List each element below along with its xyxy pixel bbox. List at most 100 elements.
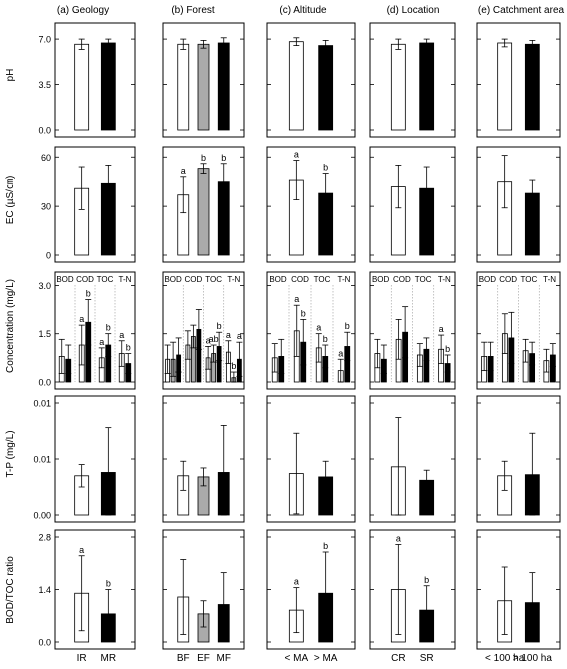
x-category-label: IR <box>77 653 87 664</box>
significance-letter: a <box>206 335 211 345</box>
significance-letter: b <box>201 153 206 163</box>
panel-frame <box>476 395 561 523</box>
column-title: (a) Geology <box>57 5 109 16</box>
panel-frame <box>476 22 561 138</box>
y-tick-label: 7.0 <box>38 35 51 45</box>
panel: BOD COD TOC T-N <box>476 271 561 390</box>
x-category-label: < 100 ha <box>485 653 525 664</box>
y-axis-label: BOD/TOC ratio <box>5 556 16 624</box>
panel: 0 30 60 <box>41 146 136 263</box>
panel <box>266 395 356 523</box>
significance-letter: b <box>301 308 306 318</box>
column-titles: (a) Geology (b) Forest (c) Altitude (d) … <box>57 5 565 16</box>
significance-letter: a <box>338 348 343 358</box>
significance-letter: b <box>445 344 450 354</box>
column-title: (d) Location <box>387 5 440 16</box>
parameter-label: TOC <box>314 275 331 284</box>
parameter-label: T-N <box>438 275 451 284</box>
y-axis-label: EC (µS/㎝) <box>5 176 16 225</box>
significance-letter: a <box>294 294 299 304</box>
y-tick-label: 2.8 <box>38 533 51 543</box>
parameter-label: T-N <box>227 275 240 284</box>
panel-frame <box>162 146 245 263</box>
significance-letter: b <box>323 163 328 173</box>
x-category-label: > MA <box>314 653 338 664</box>
parameter-label: TOC <box>205 275 222 284</box>
x-category-label: EF <box>197 653 210 664</box>
y-tick-label: 0 <box>46 251 51 261</box>
panel: a b < MA > MA <box>266 529 356 664</box>
panel-frame <box>54 22 136 138</box>
panel-frame <box>266 22 356 138</box>
panel-frame <box>266 271 356 390</box>
parameter-label: BOD <box>479 275 497 284</box>
significance-letter: a <box>294 577 299 587</box>
panel-frame <box>476 271 561 390</box>
significance-letter: b <box>86 289 91 299</box>
bar <box>74 43 90 131</box>
y-tick-label: 0.00 <box>33 511 51 521</box>
y-tick-label: 1.4 <box>38 585 51 595</box>
parameter-label: BOD <box>269 275 287 284</box>
panel <box>162 395 245 523</box>
bar <box>197 168 210 256</box>
y-tick-label: 3.5 <box>38 80 51 90</box>
bar <box>419 42 435 131</box>
parameter-label: BOD <box>56 275 74 284</box>
bar <box>177 43 190 131</box>
panel-frame <box>54 146 136 263</box>
panel <box>266 22 356 138</box>
panel: a b CR SR <box>369 529 456 664</box>
significance-letter: a <box>79 314 84 324</box>
parameter-label: TOC <box>415 275 432 284</box>
y-axis-label: pH <box>5 69 16 82</box>
significance-letter: b <box>221 153 226 163</box>
significance-letter: a <box>181 166 186 176</box>
significance-letter: a <box>237 331 242 341</box>
y-tick-label: 30 <box>41 202 51 212</box>
panel: 0.0 3.5 7.0 <box>38 22 136 138</box>
panel-frame <box>369 529 456 650</box>
significance-letter: a <box>99 337 104 347</box>
panel-frame <box>266 146 356 263</box>
significance-letter: b <box>323 541 328 551</box>
y-tick-label: 60 <box>41 153 51 163</box>
significance-letter: a <box>226 330 231 340</box>
parameter-label: T-N <box>543 275 556 284</box>
panel-frame <box>54 529 136 650</box>
x-category-label: > 100 ha <box>513 653 553 664</box>
significance-letter: b <box>323 334 328 344</box>
panel: 0.00 0.01 0.01 <box>33 395 136 523</box>
row-y-labels: pH EC (µS/㎝) Concentration (mg/L) T-P (m… <box>5 69 16 624</box>
significance-letter: b <box>217 321 222 331</box>
parameter-label: COD <box>76 275 94 284</box>
x-category-label: BF <box>177 653 190 664</box>
panel: 0.0 1.4 2.8 a b IR MR <box>38 529 136 664</box>
panel: a b b <box>162 146 245 263</box>
parameter-label: COD <box>291 275 309 284</box>
parameter-label: T-N <box>338 275 351 284</box>
panel-frame <box>162 22 245 138</box>
panel-frame <box>369 395 456 523</box>
bar <box>100 42 116 131</box>
y-tick-label: 0.01 <box>33 399 51 409</box>
significance-letter: a <box>294 150 299 160</box>
parameter-label: T-N <box>119 275 132 284</box>
significance-letter: a <box>316 323 321 333</box>
panel-frame <box>369 146 456 263</box>
column-title: (e) Catchment area <box>478 5 565 16</box>
panel-frame <box>476 529 561 650</box>
panel <box>476 146 561 263</box>
panel-frame <box>266 529 356 650</box>
x-category-label: MR <box>101 653 117 664</box>
panel-frame <box>369 22 456 138</box>
panel-frame <box>476 146 561 263</box>
panel <box>476 395 561 523</box>
panel: BF EF MF <box>162 529 245 664</box>
panel-frame <box>369 271 456 390</box>
column-title: (c) Altitude <box>279 5 327 16</box>
panel <box>162 22 245 138</box>
